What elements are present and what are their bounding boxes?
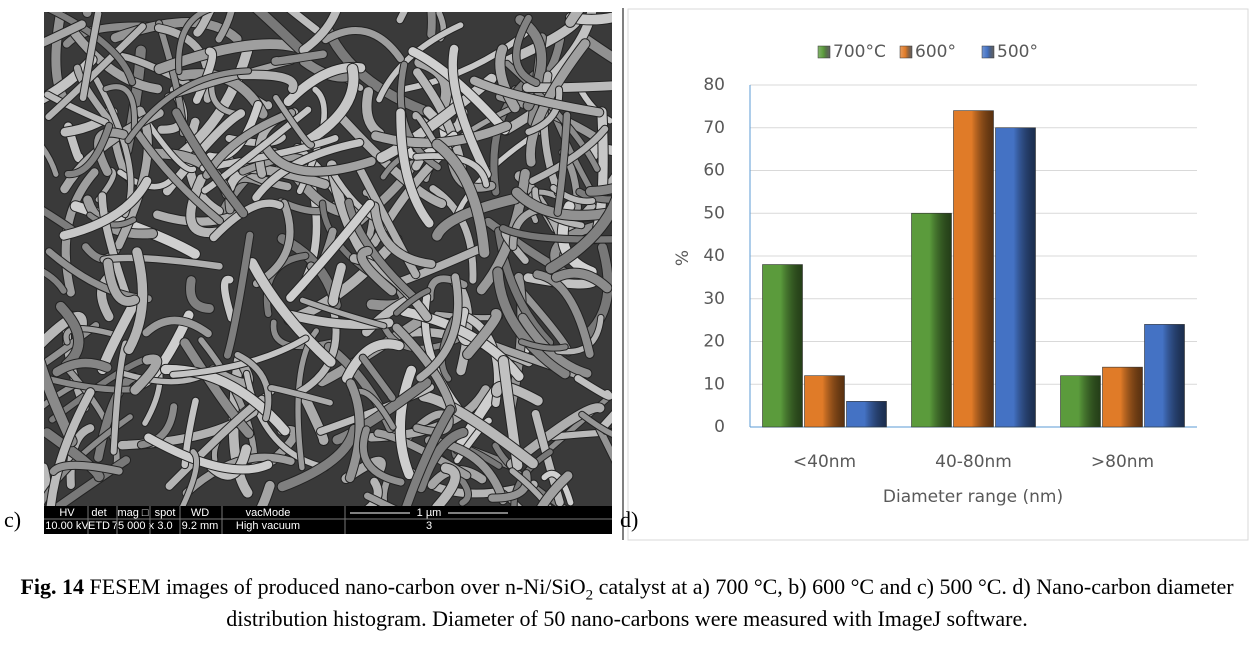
legend-label: 600° [915,42,956,62]
bar [1103,367,1143,427]
x-axis-label: Diameter range (nm) [883,487,1063,507]
tube [527,84,636,87]
sem-info-header: vacMode [246,507,291,519]
y-tick-label: 0 [714,417,725,437]
tube [1,373,44,403]
sem-info-header: det [91,507,106,519]
x-tick-label: 40-80nm [935,452,1012,472]
sem-info-value: 75 000 x [112,520,155,532]
bar [847,401,887,427]
sem-info-value: 9.2 mm [182,520,219,532]
tube [46,0,87,13]
sem-info-header: mag □ [117,507,148,519]
sem-frame: 3 [426,520,432,532]
sem-info-header: WD [191,507,209,519]
caption-label: Fig. 14 [20,574,84,599]
x-tick-label: <40nm [793,452,856,472]
page: c) d) % Diameter range (nm) HV det mag □ sp… [0,0,1254,649]
y-tick-label: 30 [703,289,725,309]
legend-swatch [900,46,912,58]
tube [601,333,691,429]
y-tick-label: 70 [703,118,725,138]
tube [606,431,701,450]
legend-swatch [982,46,994,58]
y-tick-label: 10 [703,374,725,394]
sem-info-header: HV [59,507,75,519]
tube [606,431,701,450]
tube [601,333,691,429]
y-tick-label: 50 [703,203,725,223]
y-axis-label: % [673,250,693,266]
bar [912,213,952,427]
legend-swatch [818,46,830,58]
x-tick-label: >80nm [1091,452,1154,472]
bar [1061,376,1101,427]
bar [1145,324,1185,427]
tube [1,373,44,403]
y-tick-label: 80 [703,75,725,95]
bar [996,128,1036,427]
bar [954,111,994,427]
tube [46,0,87,13]
sem-info-value: High vacuum [236,520,300,532]
y-tick-label: 60 [703,161,725,181]
scale-label: 1 µm [417,507,442,519]
figure: c) d) % Diameter range (nm) HV det mag □ sp… [0,0,1254,575]
bar [763,265,803,427]
sem-info-value: ETD [88,520,110,532]
caption-text: FESEM images of produced nano-carbon ove… [90,574,586,599]
caption: Fig. 14 FESEM images of produced nano-ca… [0,575,1254,630]
y-tick-label: 20 [703,332,725,352]
tube [591,148,627,155]
tube [571,0,670,20]
legend-label: 500° [997,42,1038,62]
bar [805,376,845,427]
sem-info-header: spot [155,507,176,519]
sem-info-value: 10.00 kV [45,520,89,532]
panel-label: c) [4,507,21,532]
sem-info-value: 3.0 [157,520,172,532]
panel-label: d) [620,507,638,532]
y-tick-label: 40 [703,246,725,266]
caption-subscript: 2 [586,587,594,603]
legend-label: 700°C [833,42,886,62]
